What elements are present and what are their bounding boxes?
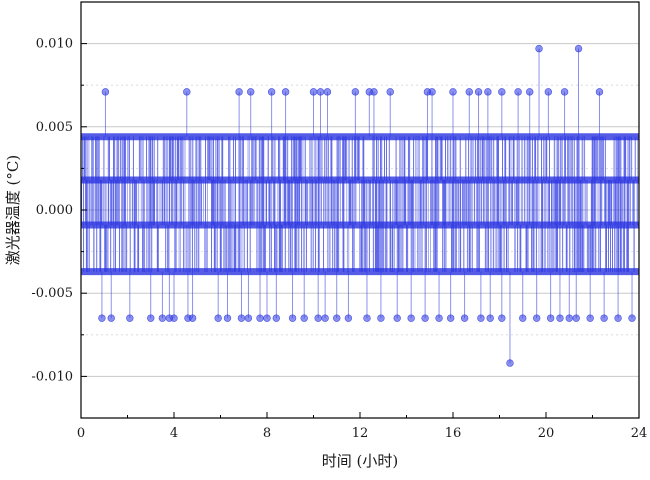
data-point bbox=[614, 314, 622, 322]
data-point bbox=[101, 88, 110, 96]
data-point bbox=[272, 314, 280, 322]
data-point bbox=[107, 314, 115, 322]
data-point bbox=[526, 88, 534, 96]
data-point bbox=[421, 314, 429, 322]
data-point bbox=[263, 314, 271, 322]
data-point bbox=[474, 88, 483, 96]
data-point bbox=[544, 88, 553, 96]
data-point bbox=[446, 314, 455, 322]
data-point bbox=[333, 314, 341, 322]
y-axis-title: 激光器温度 (°C) bbox=[4, 155, 22, 265]
data-point bbox=[214, 314, 222, 322]
data-point bbox=[386, 88, 394, 96]
data-point bbox=[147, 314, 155, 322]
data-point bbox=[565, 314, 573, 322]
y-tick-label: -0.005 bbox=[31, 286, 73, 301]
data-point bbox=[535, 44, 543, 53]
data-point bbox=[158, 314, 167, 322]
data-point bbox=[377, 314, 385, 322]
data-point bbox=[267, 88, 276, 96]
data-point bbox=[465, 88, 473, 96]
data-point bbox=[288, 314, 297, 322]
data-point bbox=[486, 314, 494, 322]
data-point bbox=[363, 314, 371, 322]
y-tick-label: 0.005 bbox=[36, 120, 73, 135]
data-point bbox=[574, 44, 583, 53]
data-point bbox=[498, 314, 506, 322]
data-point bbox=[300, 314, 308, 322]
data-point bbox=[506, 359, 514, 367]
y-tick-label: 0.000 bbox=[36, 203, 73, 218]
data-point bbox=[460, 314, 469, 322]
data-point bbox=[484, 88, 492, 96]
data-point bbox=[98, 314, 106, 322]
data-point bbox=[223, 314, 232, 322]
data-point bbox=[323, 88, 332, 96]
data-point bbox=[237, 314, 246, 322]
data-point bbox=[188, 314, 197, 322]
data-point bbox=[532, 314, 541, 322]
data-point bbox=[407, 314, 415, 322]
x-tick-label: 24 bbox=[631, 426, 648, 441]
data-point bbox=[560, 88, 569, 96]
data-point bbox=[514, 88, 522, 96]
data-point bbox=[235, 88, 243, 96]
data-point bbox=[449, 88, 457, 96]
data-point bbox=[477, 314, 485, 322]
data-point bbox=[309, 88, 318, 96]
data-point bbox=[595, 88, 604, 96]
data-point bbox=[498, 88, 506, 96]
data-point bbox=[586, 314, 594, 322]
y-tick-label: -0.010 bbox=[31, 369, 73, 384]
data-point bbox=[126, 314, 134, 322]
x-tick-label: 4 bbox=[170, 426, 178, 441]
data-point bbox=[600, 314, 608, 322]
axis-layer: -0.010 -0.005 0.000 0.005 0.010 0 4 8 12 16 20 24 bbox=[31, 37, 647, 441]
data-point bbox=[344, 314, 353, 322]
data-point bbox=[370, 88, 378, 96]
x-tick-label: 8 bbox=[263, 426, 271, 441]
data-point bbox=[519, 314, 527, 322]
y-tick-label: 0.010 bbox=[36, 37, 73, 52]
data-point bbox=[393, 314, 401, 322]
x-tick-label: 16 bbox=[445, 426, 462, 441]
data-point bbox=[183, 88, 191, 96]
series-trace bbox=[81, 136, 639, 272]
data-point bbox=[628, 314, 636, 322]
data-point bbox=[281, 88, 290, 96]
data-point bbox=[170, 314, 178, 322]
data-point bbox=[351, 88, 360, 96]
data-point bbox=[316, 88, 325, 96]
data-point bbox=[256, 314, 264, 322]
data-point bbox=[556, 314, 564, 322]
data-point bbox=[546, 314, 555, 322]
x-tick-label: 20 bbox=[538, 426, 555, 441]
data-point bbox=[435, 314, 443, 322]
x-axis-title: 时间 (小时) bbox=[322, 452, 398, 470]
data-point bbox=[314, 314, 322, 322]
data-point bbox=[247, 88, 255, 96]
data-point bbox=[428, 88, 436, 96]
series-group bbox=[81, 44, 639, 367]
data-point bbox=[244, 314, 253, 322]
data-layer bbox=[81, 44, 639, 367]
x-tick-label: 0 bbox=[77, 426, 85, 441]
data-point bbox=[321, 314, 329, 322]
data-point bbox=[572, 314, 580, 322]
x-tick-label: 12 bbox=[352, 426, 369, 441]
